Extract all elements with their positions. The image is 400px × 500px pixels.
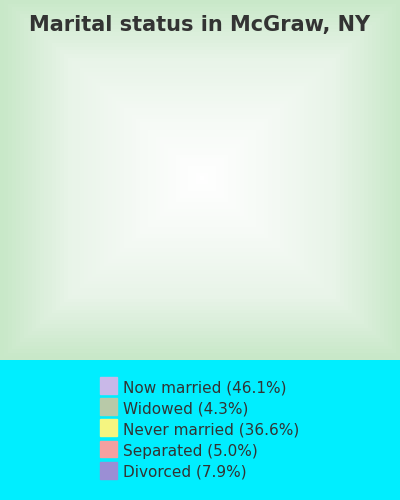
Legend: Now married (46.1%), Widowed (4.3%), Never married (36.6%), Separated (5.0%), Di: Now married (46.1%), Widowed (4.3%), Nev… xyxy=(93,372,307,488)
Wedge shape xyxy=(196,264,236,330)
Text: City-Data.com: City-Data.com xyxy=(210,29,279,39)
Wedge shape xyxy=(50,76,198,330)
Text: Marital status in McGraw, NY: Marital status in McGraw, NY xyxy=(30,15,370,35)
Wedge shape xyxy=(200,30,350,326)
Wedge shape xyxy=(128,30,200,104)
Wedge shape xyxy=(91,48,158,120)
